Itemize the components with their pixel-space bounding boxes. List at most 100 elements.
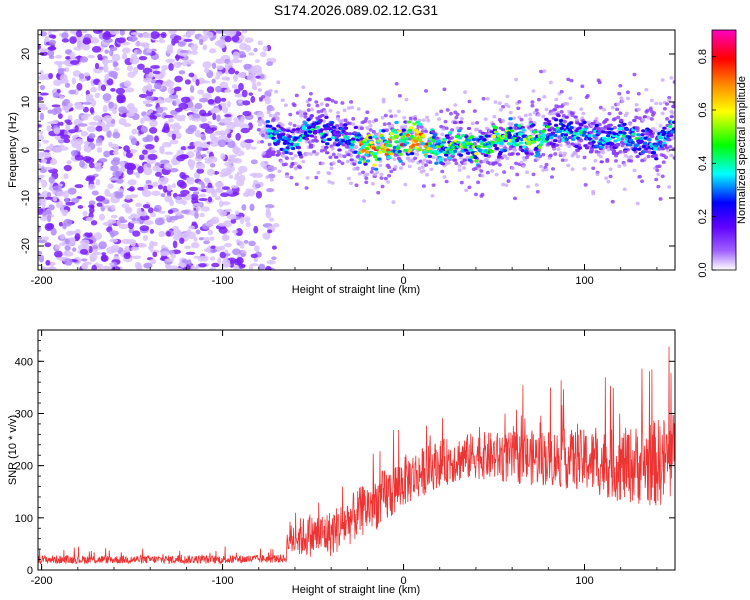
spectrogram-cell (106, 130, 112, 138)
spectrogram-cell (463, 90, 468, 94)
spectrogram-cell (289, 175, 294, 180)
spectrogram-cell (459, 180, 464, 185)
spectrogram-cell (38, 200, 43, 204)
spectrogram-cell (215, 71, 223, 77)
snr-panel: -200 -100 0 100 0 100 200 300 400 Height of str… (7, 329, 676, 596)
spectrogram-cell (187, 159, 196, 167)
spectrogram-cell (365, 172, 370, 177)
spectrogram-cell (451, 145, 456, 150)
colorbar-tick-label: 0.8 (697, 49, 709, 64)
spectrogram-cell (513, 148, 518, 152)
spectrogram-cell (536, 113, 541, 117)
spectrogram-cell (264, 161, 269, 165)
spectrogram-cell (223, 243, 233, 248)
spectrogram-cell (194, 212, 199, 219)
spectrogram-cell (125, 151, 133, 159)
spectrogram-cell (124, 245, 130, 253)
spectrogram-cell (188, 186, 199, 192)
spectrogram-cell (39, 70, 44, 77)
spectrogram-cell (161, 141, 172, 148)
spectrogram-cell (534, 108, 539, 112)
spectrogram-cell (591, 140, 596, 144)
spectrogram-cell (115, 87, 126, 95)
spectrogram-cell (378, 163, 383, 168)
spectrogram-cell (430, 139, 436, 143)
spectrogram-cell (331, 125, 336, 129)
spectrogram-cell (287, 134, 293, 139)
spectrogram-cell (57, 68, 67, 72)
spectrogram-cell (94, 164, 102, 172)
spectrogram-cell (227, 61, 233, 67)
spectrogram-cell (339, 122, 344, 127)
spectrogram-cell (417, 122, 423, 126)
spectrogram-cell (549, 111, 554, 116)
spectrogram-cell (634, 115, 639, 120)
spectrogram-cell (306, 103, 311, 107)
spectrogram-cell (97, 30, 103, 33)
spectrogram-cell (55, 200, 64, 209)
spectrogram-cell (621, 134, 626, 138)
spectrogram-cell (253, 257, 259, 263)
spectrogram-cell (382, 149, 387, 153)
spectrogram-cell (647, 150, 652, 154)
spectrogram-cell (65, 123, 71, 131)
spectrogram-cell (288, 151, 293, 156)
spectrogram-cell (454, 115, 459, 120)
spectrogram-cell (38, 163, 42, 170)
spectrogram-cell (189, 85, 195, 93)
spectrogram-cell (189, 96, 195, 101)
spectrogram-cell (570, 167, 575, 171)
spectrogram-cell (550, 131, 556, 135)
spectrogram-cell (147, 207, 154, 214)
spectrogram-cell (172, 225, 179, 230)
spectrogram-cell (364, 176, 369, 181)
spectrogram-cell (614, 151, 620, 156)
spectrogram-cell (114, 67, 120, 71)
spectrogram-cell (246, 142, 252, 149)
spectrogram-cell (290, 146, 296, 151)
spectrogram-cell (52, 185, 63, 191)
spectrogram-cell (422, 158, 427, 162)
spectrogram-cell (337, 148, 342, 152)
spectrogram-cell (393, 165, 398, 169)
spectrogram-cell (617, 124, 622, 128)
spectrogram-cell (42, 139, 50, 144)
spectrogram-cell (622, 187, 627, 192)
spectrogram-cell (112, 108, 118, 115)
spectrogram-cell (389, 169, 394, 174)
spectrogram-cell (45, 196, 53, 200)
spectrogram-cell (417, 138, 423, 142)
spectrogram-cell (267, 229, 273, 234)
colorbar-tick-label: 0.2 (697, 209, 709, 224)
spectrogram-cell (129, 56, 140, 65)
spectrogram-cell (482, 138, 487, 142)
spectrogram-y-axis-label: Frequency (Hz) (7, 112, 19, 188)
spectrogram-cell (618, 83, 623, 88)
spectrogram-cell (346, 106, 351, 110)
spectrogram-cell (212, 113, 217, 121)
spectrogram-cell (169, 215, 179, 221)
spectrogram-cell (566, 77, 571, 82)
spectrogram-cell (405, 133, 411, 137)
spectrogram-cell (530, 103, 535, 108)
spectrogram-cell (238, 165, 248, 173)
spectrogram-cell (237, 72, 246, 78)
spectrogram-cell (330, 147, 335, 151)
spectrogram-cell (541, 168, 546, 172)
spectrogram-cell (270, 107, 275, 111)
spectrogram-cell (623, 153, 628, 158)
spectrogram-cell (257, 88, 262, 92)
spectrogram-cell (666, 148, 671, 153)
spectrogram-cell (50, 158, 58, 166)
spectrogram-cell (224, 249, 229, 254)
spectrogram-cell (667, 138, 672, 142)
spectrogram-cell (220, 97, 227, 102)
spectrogram-cell (461, 166, 466, 170)
spectrogram-cell (543, 121, 548, 125)
spectrogram-cell (440, 162, 446, 166)
spectrogram-cell (211, 262, 220, 268)
spectrogram-cell (172, 192, 178, 199)
spectrogram-cell (186, 30, 196, 36)
spectrogram-cell (588, 150, 594, 154)
spectrogram-cell (280, 98, 285, 103)
